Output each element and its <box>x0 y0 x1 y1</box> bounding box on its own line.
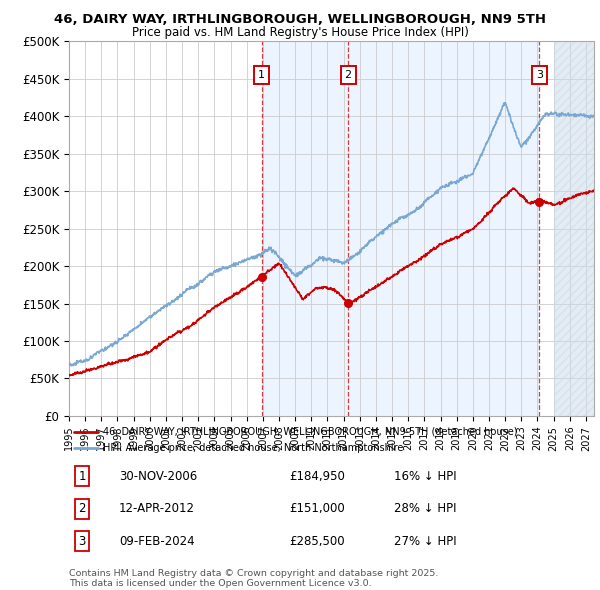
Text: 1: 1 <box>79 470 86 483</box>
Text: £184,950: £184,950 <box>290 470 346 483</box>
Bar <box>554 41 594 416</box>
Text: 3: 3 <box>79 535 86 548</box>
Text: 09-FEB-2024: 09-FEB-2024 <box>119 535 194 548</box>
Text: 16% ↓ HPI: 16% ↓ HPI <box>395 470 457 483</box>
Bar <box>262 41 539 416</box>
Text: £285,500: £285,500 <box>290 535 345 548</box>
Text: 27% ↓ HPI: 27% ↓ HPI <box>395 535 457 548</box>
Text: 46, DAIRY WAY, IRTHLINGBOROUGH, WELLINGBOROUGH, NN9 5TH: 46, DAIRY WAY, IRTHLINGBOROUGH, WELLINGB… <box>54 13 546 26</box>
Text: 46, DAIRY WAY, IRTHLINGBOROUGH, WELLINGBOROUGH, NN9 5TH (detached house): 46, DAIRY WAY, IRTHLINGBOROUGH, WELLINGB… <box>103 427 518 437</box>
Text: Contains HM Land Registry data © Crown copyright and database right 2025.
This d: Contains HM Land Registry data © Crown c… <box>69 569 439 588</box>
Text: 12-APR-2012: 12-APR-2012 <box>119 502 195 516</box>
Text: 2: 2 <box>79 502 86 516</box>
Text: 2: 2 <box>344 70 352 80</box>
Text: 30-NOV-2006: 30-NOV-2006 <box>119 470 197 483</box>
Bar <box>554 41 594 416</box>
Text: HPI: Average price, detached house, North Northamptonshire: HPI: Average price, detached house, Nort… <box>103 444 404 453</box>
Text: £151,000: £151,000 <box>290 502 345 516</box>
Text: 3: 3 <box>536 70 543 80</box>
Text: 1: 1 <box>258 70 265 80</box>
Text: 28% ↓ HPI: 28% ↓ HPI <box>395 502 457 516</box>
Text: Price paid vs. HM Land Registry's House Price Index (HPI): Price paid vs. HM Land Registry's House … <box>131 26 469 39</box>
